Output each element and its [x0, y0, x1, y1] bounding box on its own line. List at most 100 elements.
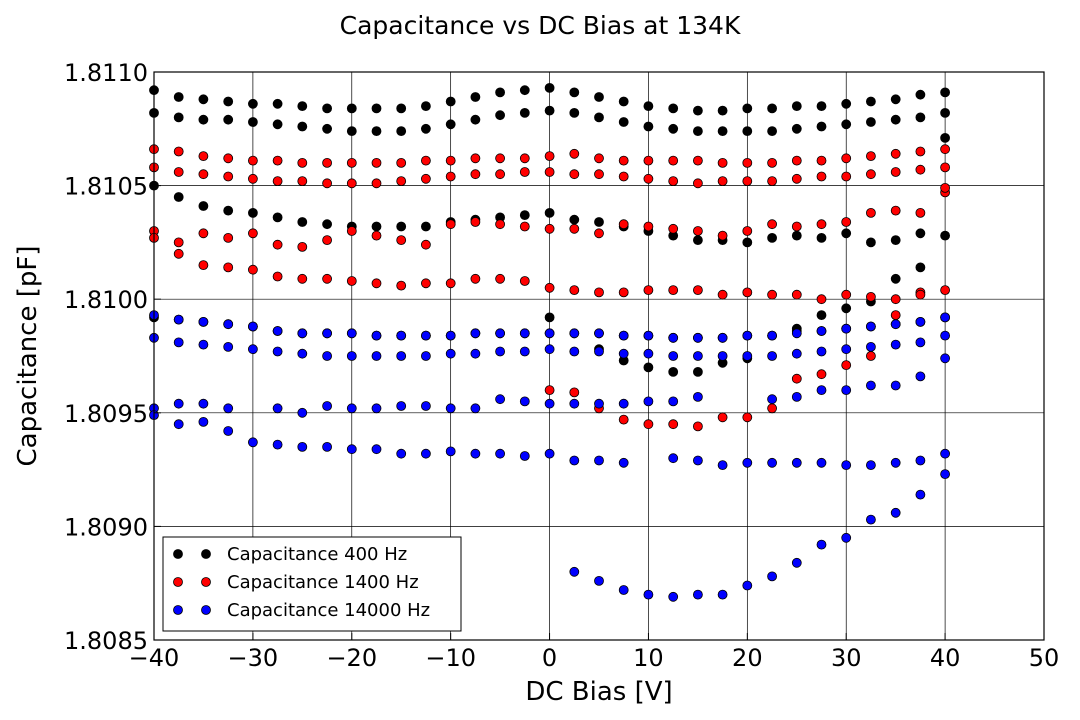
- data-point: [569, 346, 580, 357]
- data-point: [643, 121, 654, 132]
- data-point: [915, 371, 926, 382]
- data-point: [915, 228, 926, 239]
- data-point: [173, 314, 184, 325]
- data-point: [445, 119, 456, 130]
- data-point: [594, 169, 604, 180]
- data-point: [717, 460, 728, 471]
- chart-title: Capacitance vs DC Bias at 134K: [340, 11, 741, 40]
- data-point: [693, 455, 703, 466]
- data-point: [866, 237, 876, 248]
- data-point: [198, 339, 209, 350]
- data-point: [272, 176, 283, 187]
- data-point: [420, 239, 431, 250]
- data-point: [569, 223, 580, 234]
- data-point: [247, 437, 258, 448]
- data-point: [569, 108, 580, 118]
- data-point: [791, 230, 802, 241]
- data-point: [841, 217, 852, 227]
- data-point: [594, 455, 604, 466]
- data-point: [890, 235, 901, 246]
- data-point: [618, 348, 629, 359]
- data-point: [544, 83, 555, 93]
- data-point: [519, 210, 530, 221]
- series-capacitance-14000-hz: [149, 310, 950, 602]
- data-point: [396, 221, 407, 232]
- data-point: [495, 87, 506, 98]
- data-point: [791, 221, 802, 232]
- data-point: [420, 448, 431, 459]
- data-point: [519, 167, 530, 177]
- data-point: [866, 380, 876, 391]
- data-point: [890, 114, 901, 125]
- data-point: [668, 332, 679, 343]
- data-point: [371, 178, 382, 189]
- data-point: [223, 403, 234, 414]
- data-point: [198, 94, 209, 105]
- data-point: [940, 230, 950, 241]
- data-point: [915, 289, 926, 300]
- data-point: [569, 148, 580, 159]
- data-point: [470, 448, 481, 459]
- data-point: [519, 108, 530, 118]
- data-point: [791, 123, 802, 134]
- data-point: [594, 92, 604, 102]
- data-point: [544, 385, 555, 396]
- data-point: [742, 351, 753, 361]
- x-tick-label: 30: [831, 644, 862, 672]
- data-point: [717, 351, 728, 361]
- data-point: [816, 155, 827, 166]
- data-point: [767, 330, 777, 341]
- data-point: [742, 457, 753, 468]
- data-point: [544, 167, 555, 177]
- data-point: [272, 439, 283, 450]
- data-point: [890, 294, 901, 305]
- data-point: [915, 262, 926, 273]
- x-tick-label: 40: [930, 644, 961, 672]
- data-point: [420, 278, 431, 289]
- data-point: [618, 457, 629, 468]
- data-point: [371, 126, 382, 137]
- data-point: [470, 92, 481, 102]
- data-point: [643, 221, 654, 232]
- data-point: [693, 226, 703, 236]
- data-point: [915, 89, 926, 100]
- data-point: [816, 310, 827, 321]
- data-point: [247, 117, 258, 127]
- legend-box: [162, 536, 462, 632]
- data-point: [198, 151, 209, 162]
- data-point: [396, 126, 407, 137]
- data-point: [816, 457, 827, 468]
- data-point: [495, 273, 506, 284]
- data-point: [420, 221, 431, 232]
- data-point: [173, 167, 184, 177]
- data-point: [223, 319, 234, 330]
- legend-marker: [201, 605, 211, 615]
- data-point: [297, 101, 308, 111]
- data-point: [223, 114, 234, 125]
- data-point: [940, 448, 950, 459]
- data-point: [643, 589, 654, 600]
- data-point: [866, 351, 876, 361]
- data-point: [594, 228, 604, 239]
- data-point: [693, 351, 703, 361]
- data-point: [668, 223, 679, 234]
- x-tick-label: 0: [542, 644, 557, 672]
- data-point: [495, 328, 506, 339]
- legend: Capacitance 400 Hz Capacitance 1400 Hz Cap…: [162, 536, 462, 632]
- data-point: [816, 369, 827, 380]
- data-point: [742, 580, 753, 591]
- data-point: [717, 105, 728, 116]
- data-point: [346, 351, 357, 361]
- data-point: [594, 346, 604, 357]
- legend-marker: [201, 549, 211, 559]
- data-point: [915, 112, 926, 123]
- data-point: [767, 351, 777, 361]
- data-point: [396, 401, 407, 411]
- data-point: [272, 271, 283, 282]
- data-point: [816, 232, 827, 243]
- data-point: [890, 380, 901, 391]
- data-point: [791, 457, 802, 468]
- data-point: [717, 412, 728, 423]
- y-tick-label: 1.8090: [64, 513, 148, 541]
- data-point: [717, 230, 728, 241]
